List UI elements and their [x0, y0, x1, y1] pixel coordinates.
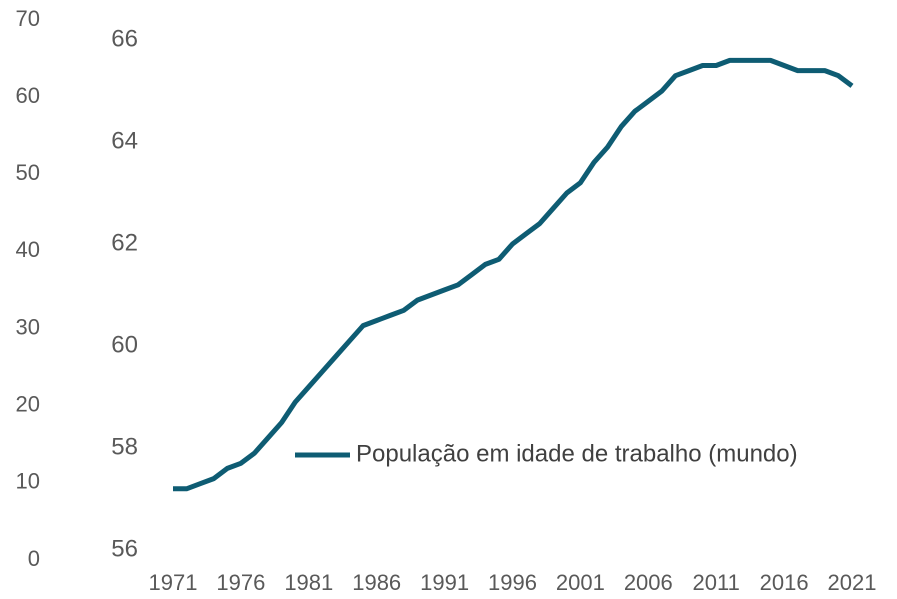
y-tick-label: 56	[111, 535, 138, 562]
x-tick-label: 2001	[556, 570, 605, 595]
y-tick-label: 58	[111, 433, 138, 460]
x-tick-label: 1991	[420, 570, 469, 595]
y2-tick-label: 50	[16, 160, 40, 185]
y2-tick-label: 20	[16, 392, 40, 417]
y-tick-label: 64	[111, 127, 138, 154]
x-tick-label: 1986	[352, 570, 401, 595]
series-line	[173, 57, 854, 492]
legend-label: População em idade de trabalho (mundo)	[356, 440, 798, 467]
x-tick-label: 1976	[216, 570, 265, 595]
x-tick-label: 2016	[760, 570, 809, 595]
x-tick-label: 2011	[693, 570, 740, 595]
y2-tick-label: 30	[16, 314, 40, 339]
y2-tick-label: 0	[28, 546, 40, 571]
y-tick-label: 60	[111, 331, 138, 358]
x-tick-label: 2006	[624, 570, 673, 595]
x-tick-label: 2021	[828, 570, 877, 595]
y2-tick-label: 70	[16, 6, 40, 31]
x-tick-label: 1996	[488, 570, 537, 595]
y2-tick-label: 40	[16, 237, 40, 262]
x-tick-label: 1981	[284, 570, 333, 595]
y-tick-label: 62	[111, 229, 138, 256]
x-tick-label: 1971	[149, 570, 198, 595]
y-tick-label: 66	[111, 25, 138, 52]
y2-tick-label: 60	[16, 83, 40, 108]
y2-tick-label: 10	[16, 469, 40, 494]
